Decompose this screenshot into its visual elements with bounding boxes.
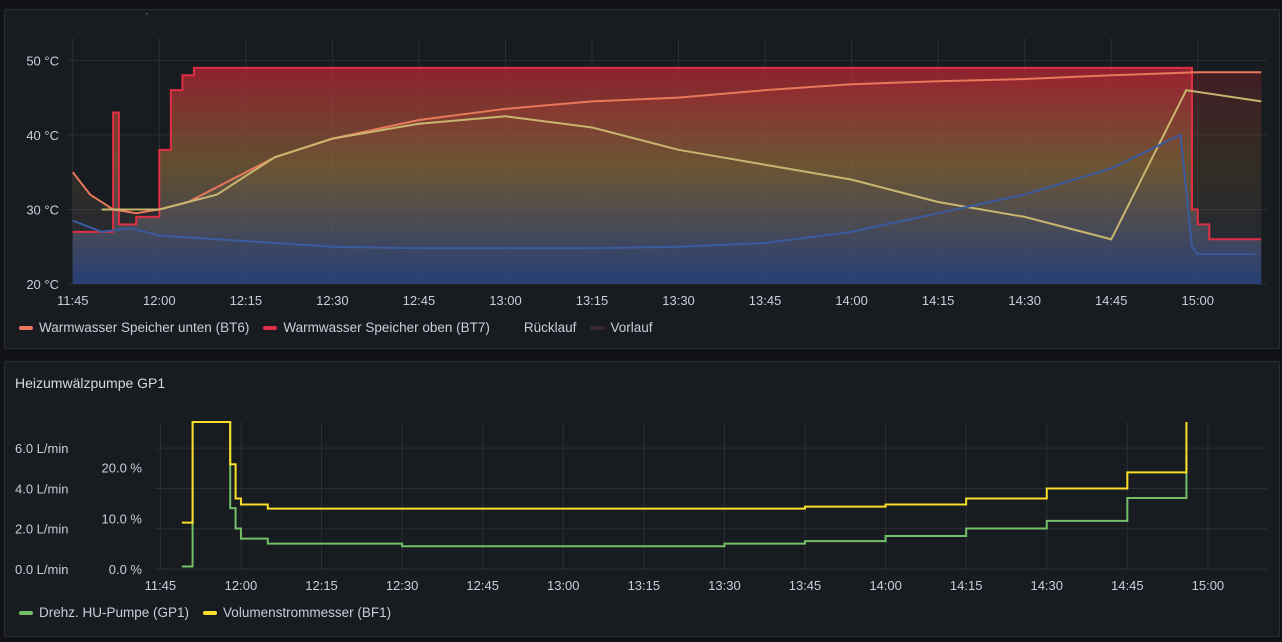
pump-chart[interactable]: 0.0 L/min 2.0 L/min 4.0 L/min 6.0 L/min 0.0 …	[5, 362, 1280, 602]
x-tick-label: 14:15	[922, 293, 955, 308]
y-tick-label-left: 4.0 L/min	[15, 481, 68, 496]
x-tick-label: 13:30	[662, 293, 695, 308]
x-tick-label: 15:00	[1192, 578, 1225, 593]
x-tick-label: 14:00	[869, 578, 902, 593]
x-tick-label: 14:00	[835, 293, 868, 308]
y-tick-label: 30 °C	[26, 202, 59, 217]
series-line[interactable]	[72, 133, 1256, 256]
pump-panel[interactable]: Heizumwälzpumpe GP1 0.0 L/min 2.0 L/min 4.…	[4, 361, 1280, 637]
x-tick-label: 13:30	[708, 578, 741, 593]
y-tick-label-right: 0.0 %	[109, 562, 143, 577]
legend-label: Drehz. HU-Pumpe (GP1)	[39, 605, 190, 620]
x-tick-label: 13:00	[489, 293, 522, 308]
y-tick-label-right: 10.0 %	[102, 511, 143, 526]
temperature-legend: Warmwasser Speicher unten (BT6) Warmwasse…	[19, 320, 652, 335]
legend-item[interactable]: Warmwasser Speicher oben (BT7)	[263, 320, 490, 335]
x-tick-label: 12:45	[403, 293, 436, 308]
temperature-chart[interactable]: 20 °C 30 °C 40 °C 50 °C 11:45 12:00 12:15 12:30…	[5, 10, 1280, 315]
legend-swatch	[263, 325, 278, 330]
x-tick-label: 13:15	[628, 578, 661, 593]
x-tick-label: 14:15	[950, 578, 983, 593]
x-tick-label: 12:00	[143, 293, 176, 308]
y-tick-label-left: 2.0 L/min	[15, 522, 68, 537]
y-tick-label: 20 °C	[26, 277, 59, 292]
x-tick-label: 13:15	[576, 293, 609, 308]
legend-label: Warmwasser Speicher oben (BT7)	[283, 320, 490, 335]
x-tick-label: 11:45	[145, 578, 177, 593]
legend-item[interactable]: Rücklauf	[503, 320, 577, 335]
y-tick-label-right: 20.0 %	[102, 461, 143, 476]
legend-label: Vorlauf	[610, 320, 653, 335]
panel-title: Heizumwälzpumpe GP1	[15, 375, 166, 391]
x-tick-label: 12:30	[316, 293, 349, 308]
x-tick-label: 15:00	[1181, 293, 1214, 308]
legend-label: Warmwasser Speicher unten (BT6)	[39, 320, 250, 335]
legend-label: Rücklauf	[523, 320, 577, 335]
series-line[interactable]	[181, 421, 1188, 568]
x-tick-label: 12:15	[305, 578, 338, 593]
series-fill	[72, 72, 1262, 284]
legend-swatch	[203, 610, 218, 615]
y-tick-label: 50 °C	[26, 53, 59, 68]
legend-swatch	[590, 325, 605, 330]
y-tick-label-left: 6.0 L/min	[15, 441, 68, 456]
legend-swatch	[19, 610, 33, 615]
y-tick-label: 40 °C	[26, 128, 59, 143]
legend-item[interactable]: Drehz. HU-Pumpe (GP1)	[19, 605, 189, 620]
legend-swatch	[19, 325, 33, 330]
x-tick-label: 14:30	[1030, 578, 1063, 593]
x-tick-label: 13:45	[789, 578, 822, 593]
x-tick-label: 14:30	[1008, 293, 1041, 308]
x-tick-label: 13:00	[547, 578, 580, 593]
legend-item[interactable]: Vorlauf	[590, 320, 652, 335]
series-line[interactable]	[181, 421, 1188, 524]
temperature-panel[interactable]: · 20 °C 30 °C 40 °C 50 °C 11:45 12:00 12:15 12:…	[4, 9, 1280, 349]
x-tick-label: 14:45	[1095, 293, 1128, 308]
x-tick-label: 12:15	[230, 293, 263, 308]
x-tick-label: 12:45	[466, 578, 499, 593]
legend-item[interactable]: Warmwasser Speicher unten (BT6)	[19, 320, 249, 335]
legend-item[interactable]: Volumenstrommesser (BF1)	[203, 605, 391, 620]
x-tick-label: 11:45	[57, 293, 89, 308]
legend-label: Volumenstrommesser (BF1)	[223, 605, 392, 620]
series-line[interactable]	[72, 66, 1262, 241]
x-tick-label: 12:30	[386, 578, 419, 593]
series-line[interactable]	[71, 71, 1262, 215]
panel-title-fragment: ·	[145, 9, 149, 20]
pump-legend: Drehz. HU-Pumpe (GP1) Volumenstrommesser …	[19, 605, 391, 620]
x-tick-label: 14:45	[1111, 578, 1144, 593]
series-line[interactable]	[101, 89, 1262, 241]
y-tick-label-left: 0.0 L/min	[15, 562, 68, 577]
x-tick-label: 12:00	[225, 578, 258, 593]
x-tick-label: 13:45	[749, 293, 782, 308]
legend-swatch	[503, 325, 518, 330]
